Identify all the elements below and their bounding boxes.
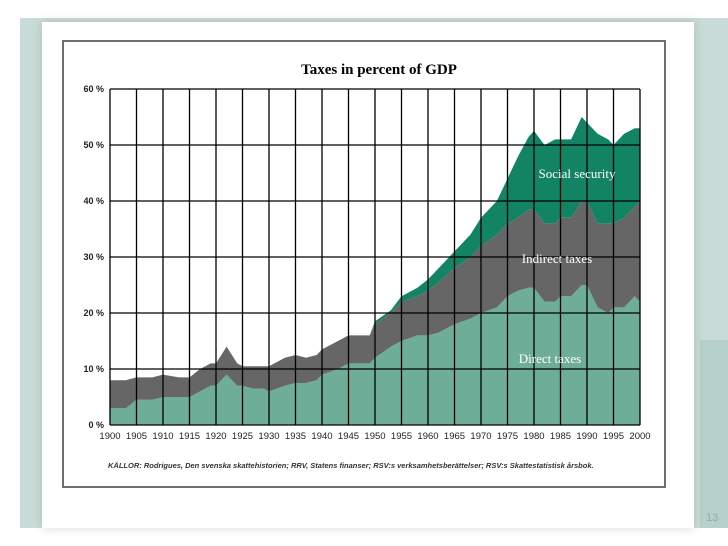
- x-tick-label: 1960: [417, 431, 438, 442]
- x-tick-label: 1990: [576, 431, 597, 442]
- page-number: 13: [706, 512, 719, 524]
- chart-title: Taxes in percent of GDP: [301, 62, 457, 78]
- x-tick-label: 1985: [550, 431, 571, 442]
- x-tick-label: 1930: [258, 431, 279, 442]
- x-tick-label: 1965: [444, 431, 465, 442]
- x-axis: 1900 1905 1910 1915 1920 1925 1930 1935 1940 1945…: [99, 431, 650, 442]
- x-tick-label: 1995: [603, 431, 624, 442]
- annotation-direct-taxes: Direct taxes: [519, 351, 581, 366]
- legend-cover-box: [155, 124, 314, 176]
- x-tick-label: 1905: [126, 431, 147, 442]
- y-tick-label: 10 %: [83, 364, 104, 374]
- x-tick-label: 1975: [497, 431, 518, 442]
- annotation-social-security: Social security: [539, 166, 616, 181]
- y-tick-label: 30 %: [83, 252, 104, 262]
- source-note: KÄLLOR: Rodrigues, Den svenska skattehis…: [108, 461, 594, 470]
- y-tick-label: 40 %: [83, 196, 104, 206]
- y-tick-label: 20 %: [83, 308, 104, 318]
- x-tick-label: 1955: [391, 431, 412, 442]
- x-tick-label: 2000: [629, 431, 650, 442]
- slide-decor-strip: [700, 340, 728, 528]
- grid-layer: [109, 88, 641, 426]
- x-tick-label: 1935: [285, 431, 306, 442]
- x-tick-label: 1900: [99, 431, 120, 442]
- x-tick-label: 1940: [311, 431, 332, 442]
- x-tick-label: 1945: [338, 431, 359, 442]
- y-axis: 0 % 10 % 20 % 30 % 40 % 50 % 60 %: [83, 84, 104, 430]
- annotation-indirect-taxes: Indirect taxes: [522, 251, 592, 266]
- chart-panel: 0 % 10 % 20 % 30 % 40 % 50 % 60 % 1900 1905 1910…: [62, 40, 666, 488]
- x-tick-label: 1970: [470, 431, 491, 442]
- x-tick-label: 1980: [523, 431, 544, 442]
- tax-chart: 0 % 10 % 20 % 30 % 40 % 50 % 60 % 1900 1905 1910…: [83, 62, 650, 470]
- y-tick-label: 50 %: [83, 140, 104, 150]
- x-tick-label: 1915: [179, 431, 200, 442]
- y-tick-label: 0 %: [88, 420, 104, 430]
- x-tick-label: 1920: [205, 431, 226, 442]
- y-tick-label: 60 %: [83, 84, 104, 94]
- x-tick-label: 1910: [152, 431, 173, 442]
- x-tick-label: 1950: [364, 431, 385, 442]
- x-tick-label: 1925: [232, 431, 253, 442]
